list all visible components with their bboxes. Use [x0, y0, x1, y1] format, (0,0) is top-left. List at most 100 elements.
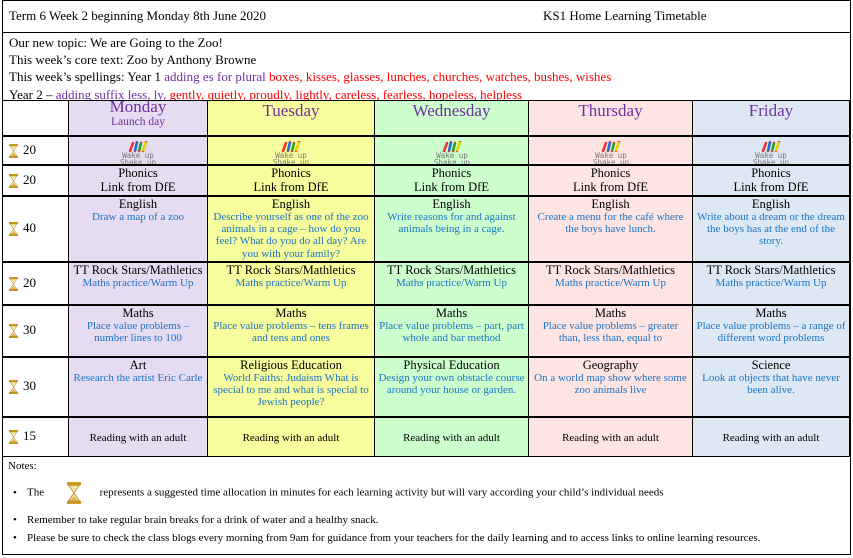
activity-description: Place value problems – greater than, les… [542, 320, 679, 345]
activity-description: Write about a dream or the dream the boy… [697, 211, 845, 248]
subject: Maths [275, 306, 307, 320]
subject: TT Rock Stars/Mathletics [706, 263, 836, 277]
note-bullet: • The represents a suggested time allocat… [13, 482, 664, 504]
activity-text: Reading with an adult [89, 432, 187, 444]
day-header-monday: Monday Launch day [69, 100, 208, 136]
activity-description: Place value problems – part, part whole … [379, 320, 524, 345]
day-name: Tuesday [262, 101, 320, 120]
subject: Art [129, 358, 147, 372]
subject: Science [751, 358, 791, 372]
info-section: Our new topic: We are Going to the Zoo! … [9, 34, 611, 103]
note-text: represents a suggested time allocation i… [99, 486, 664, 499]
subject: Maths [755, 306, 787, 320]
activity-cell: TT Rock Stars/Mathletics Maths practice/W… [375, 262, 529, 305]
activity-description: Research the artist Eric Carle [73, 372, 203, 384]
subject: Phonics [271, 166, 311, 180]
subject: English [591, 197, 630, 211]
note-text: The [27, 486, 45, 499]
activity-cell: Phonics Link from DfE [69, 165, 208, 196]
activity-cell: Phonics Link from DfE [375, 165, 529, 196]
time-allocation: 20 [3, 262, 69, 305]
activity-description: Maths practice/Warm Up [82, 277, 194, 289]
subject: TT Rock Stars/Mathletics [73, 263, 203, 277]
topic: Our new topic: We are Going to the Zoo! [9, 35, 223, 50]
time-allocation: 15 [3, 417, 69, 457]
activity-cell: English Describe yourself as one of the z… [208, 196, 375, 262]
activity-cell: Wake up Shake up [208, 136, 375, 165]
hourglass-icon [9, 324, 18, 339]
activity-description: Link from DfE [253, 180, 329, 194]
activity-description: Write reasons for and against animals be… [387, 211, 516, 236]
svg-text:Wake up: Wake up [755, 151, 787, 160]
subject: Phonics [590, 166, 631, 180]
title-bar: Term 6 Week 2 beginning Monday 8th June … [3, 1, 850, 33]
activity-cell: Phonics Link from DfE [529, 165, 693, 196]
activity-cell: Phonics Link from DfE [693, 165, 850, 196]
subject: English [118, 197, 158, 211]
activity-description: Place value problems – number lines to 1… [86, 320, 190, 345]
activity-text: Reading with an adult [403, 432, 500, 444]
activity-description: Link from DfE [100, 180, 176, 194]
hourglass-icon [9, 430, 18, 445]
time-allocation: 30 [3, 357, 69, 417]
time-allocation: 40 [3, 196, 69, 262]
day-name: Thursday [578, 101, 643, 120]
hourglass-icon [9, 380, 18, 395]
activity-text: Reading with an adult [562, 432, 659, 444]
hourglass-icon [66, 482, 81, 504]
day-name: Friday [748, 101, 794, 120]
day-name: Wednesday [412, 101, 491, 120]
timetable-title: KS1 Home Learning Timetable [543, 8, 707, 23]
activity-text: Reading with an adult [242, 432, 340, 444]
activity-cell: Reading with an adult [375, 417, 529, 457]
note-text: Remember to take regular brain breaks fo… [27, 514, 379, 526]
activity-description: Describe yourself as one of the zoo anim… [213, 211, 369, 260]
activity-description: Draw a map of a zoo [92, 211, 184, 223]
day-header-thursday: Thursday [529, 100, 693, 136]
subject: Maths [122, 306, 154, 320]
activity-cell: English Create a menu for the café where … [529, 196, 693, 262]
minutes: 20 [23, 171, 36, 187]
activity-description: Place value problems – a range of differ… [696, 320, 846, 345]
subject: TT Rock Stars/Mathletics [546, 263, 675, 277]
activity-cell: Reading with an adult [69, 417, 208, 457]
svg-text:Wake up: Wake up [595, 151, 627, 160]
svg-text:Wake up: Wake up [436, 151, 468, 160]
activity-cell: Reading with an adult [529, 417, 693, 457]
subject: English [751, 197, 791, 211]
year1-spellings: This week’s spellings: Year 1 adding es … [9, 68, 611, 85]
activity-cell: Maths Place value problems – tens frames … [208, 305, 375, 357]
subject: TT Rock Stars/Mathletics [226, 263, 356, 277]
svg-text:Wake up: Wake up [275, 151, 307, 160]
activity-cell: Wake up Shake up [529, 136, 693, 165]
activity-text: Reading with an adult [722, 432, 820, 444]
week-title: Term 6 Week 2 beginning Monday 8th June … [9, 8, 267, 23]
y1-rule: adding es for plural [164, 69, 266, 85]
day-header-friday: Friday [693, 100, 850, 136]
core-text: This week’s core text: Zoo by Anthony Br… [9, 52, 257, 68]
corner-cell [3, 100, 69, 136]
subject: Phonics [118, 166, 158, 180]
subject: Physical Education [403, 358, 500, 372]
subject: English [432, 197, 471, 211]
activity-cell: English Write about a dream or the dream … [693, 196, 850, 262]
hourglass-icon [9, 173, 18, 188]
svg-text:Wake up: Wake up [122, 151, 154, 160]
activity-cell: Science Look at objects that have never b… [693, 357, 850, 417]
activity-description: Link from DfE [733, 180, 809, 194]
activity-description: Link from DfE [414, 180, 489, 194]
y1-prefix: This week’s spellings: Year 1 [9, 69, 165, 85]
hourglass-icon [9, 143, 18, 158]
svg-text:Shake up: Shake up [753, 158, 790, 165]
y2-prefix: Year 2 – [9, 86, 56, 102]
note-bullet: • Remember to take regular brain breaks f… [13, 514, 379, 526]
activity-description: Look at objects that have never been ali… [702, 372, 840, 397]
activity-description: Maths practice/Warm Up [715, 277, 827, 289]
activity-description: Maths practice/Warm Up [396, 277, 507, 289]
day-header-tuesday: Tuesday [208, 100, 375, 136]
subject: Maths [594, 306, 627, 320]
